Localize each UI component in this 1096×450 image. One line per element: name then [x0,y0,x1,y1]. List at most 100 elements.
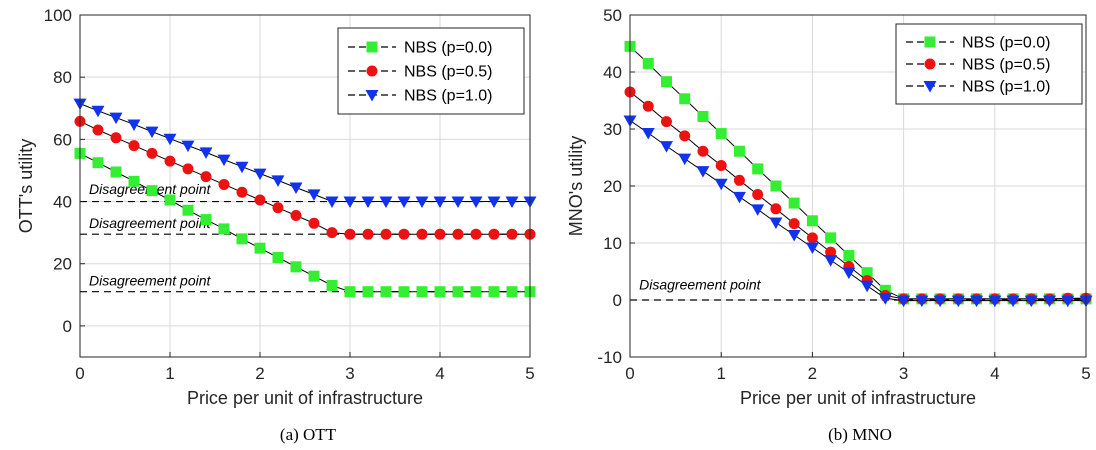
data-point-square [825,232,837,244]
data-point-triangle [1024,295,1038,308]
data-point-triangle [91,105,105,118]
data-point-triangle [951,295,965,308]
data-point-triangle [163,133,177,146]
data-point-square [416,286,428,298]
data-point-circle [290,210,302,222]
data-point-circle [182,163,194,175]
x-tick-label: 1 [716,364,725,383]
data-point-circle [642,100,654,112]
y-tick-label: 30 [603,120,622,139]
data-point-circle [92,124,104,136]
data-point-square [272,252,284,264]
data-point-triangle [732,191,746,204]
data-point-circle [788,218,800,230]
data-point-triangle [805,242,819,255]
data-point-triangle [181,140,195,153]
legend-label: NBS (p=0.5) [962,57,1050,74]
y-tick-label: -10 [597,348,622,367]
data-point-triangle [842,267,856,280]
x-tick-label: 5 [525,364,534,383]
y-tick-label: 0 [63,317,72,336]
data-point-triangle [365,90,379,102]
data-point-triangle [253,168,267,181]
data-point-triangle [659,141,673,153]
y-tick-label: 20 [603,177,622,196]
data-point-triangle [433,196,447,209]
data-point-triangle [696,166,710,178]
data-point-square [697,110,709,122]
data-point-circle [128,140,140,152]
legend: NBS (p=0.0) NBS (p=0.5) NBS (p=1.0) [895,23,1083,105]
data-point-square [290,261,302,273]
y-tick-label: 50 [603,6,622,25]
data-point-triangle [641,127,655,140]
data-point-triangle [325,196,339,209]
data-point-triangle [970,295,984,308]
data-point-circle [308,217,320,229]
data-point-triangle [343,196,357,209]
data-point-triangle [361,196,375,209]
data-point-square [770,180,782,192]
data-point-circle [697,145,709,157]
x-axis-label: Price per unit of infrastructure [740,388,976,408]
x-tick-label: 1 [165,364,174,383]
data-point-circle [752,189,764,201]
data-point-circle [146,147,158,159]
data-point-triangle [379,196,393,209]
chart-panel-ott: 0 1 2 3 4 5 0 20 40 60 80 100 Price per unit of infr… [16,6,537,444]
data-point-circle [362,228,374,240]
legend-label: NBS (p=0.0) [962,35,1050,52]
data-point-circle [660,116,672,128]
data-point-square [128,175,140,187]
data-point-circle [434,228,446,240]
series-nbs-p-0-5- [624,86,1092,305]
series-nbs-p-1-0- [623,115,1093,308]
data-point-triangle [217,154,231,167]
data-point-square [362,286,374,298]
legend-label: NBS (p=0.0) [404,40,492,57]
x-tick-label: 5 [1081,364,1090,383]
y-tick-label: 60 [53,130,72,149]
data-point-triangle [860,280,874,293]
data-point-square [308,270,320,282]
data-point-square [679,93,691,105]
x-tick-label: 2 [808,364,817,383]
data-point-square [366,41,378,53]
data-point-square [752,163,764,175]
data-point-triangle [878,293,892,305]
data-point-triangle [469,196,483,209]
data-point-square [110,166,122,178]
x-tick-label: 4 [990,364,999,383]
data-point-square [92,157,104,169]
data-point-triangle [505,196,519,209]
legend-label: NBS (p=1.0) [962,79,1050,96]
data-point-square [200,214,212,226]
data-point-square [452,286,464,298]
data-point-square [861,267,873,279]
data-point-triangle [769,217,783,229]
data-point-circle [715,159,727,171]
data-point-circle [380,228,392,240]
data-point-square [326,279,338,291]
series-nbs-p-1-0- [73,98,537,209]
data-point-circle [398,228,410,240]
data-point-triangle [1043,295,1057,308]
data-point-square [642,57,654,69]
y-axis-label: MNO's utility [566,136,586,236]
data-point-circle [506,228,518,240]
series-nbs-p-0-5- [74,115,536,240]
x-tick-label: 0 [625,364,634,383]
legend: NBS (p=0.0) NBS (p=0.5) NBS (p=1.0) [337,27,525,115]
data-point-square [788,197,800,209]
data-point-square [806,215,818,227]
data-point-triangle [1061,295,1075,308]
data-point-square [398,286,410,298]
data-point-circle [488,228,500,240]
data-point-triangle [1006,295,1020,308]
data-point-square [380,286,392,298]
data-point-square [924,36,936,48]
y-tick-label: 20 [53,255,72,274]
data-point-circle [924,58,936,70]
disagreement-point-label: Disagreement point [89,215,212,231]
